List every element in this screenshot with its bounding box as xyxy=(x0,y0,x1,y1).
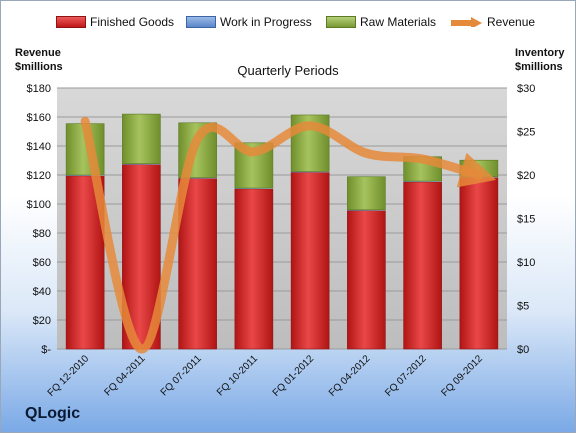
bar-work-in-progress xyxy=(291,171,330,173)
chart-legend: Finished Goods Work in Progress Raw Mate… xyxy=(1,15,575,33)
legend-label-raw-materials: Raw Materials xyxy=(360,15,437,29)
left-tick-label: $160 xyxy=(27,112,51,124)
legend-label-finished-goods: Finished Goods xyxy=(90,15,175,29)
bar-work-in-progress xyxy=(178,177,217,179)
left-tick-label: $20 xyxy=(33,315,51,327)
bar-finished-goods xyxy=(459,177,499,350)
left-axis-title-line1: Revenue xyxy=(15,47,61,59)
left-tick-label: $- xyxy=(41,344,51,356)
right-tick-label: $5 xyxy=(517,301,529,313)
legend-swatch-revenue xyxy=(451,17,482,27)
left-axis-title-line2: $millions xyxy=(15,61,63,73)
right-tick-label: $15 xyxy=(517,214,535,226)
company-logo-text: QLogic xyxy=(25,405,81,422)
bar-work-in-progress xyxy=(66,175,105,176)
category-label: FQ 01-2012 xyxy=(271,353,317,399)
left-tick-label: $120 xyxy=(27,170,51,182)
category-label: FQ 09-2012 xyxy=(439,353,485,399)
right-axis-title-line2: $millions xyxy=(515,61,563,73)
left-tick-label: $180 xyxy=(27,83,51,95)
left-tick-label: $60 xyxy=(33,257,51,269)
left-axis-title: Revenue $millions xyxy=(15,46,63,74)
bar-raw-materials xyxy=(347,176,386,211)
bar-work-in-progress xyxy=(347,209,386,211)
right-tick-label: $0 xyxy=(517,344,529,356)
right-tick-label: $20 xyxy=(517,170,535,182)
bar-work-in-progress xyxy=(234,188,273,189)
legend-label-work-in-progress: Work in Progress xyxy=(220,15,312,29)
left-tick-label: $80 xyxy=(33,228,51,240)
category-label: FQ 07-2011 xyxy=(159,353,204,398)
legend-swatch-raw-materials xyxy=(326,16,356,28)
legend-item-raw-materials: Raw Materials xyxy=(326,15,436,29)
legend-swatch-work-in-progress xyxy=(186,16,216,28)
right-tick-label: $30 xyxy=(517,83,535,95)
legend-item-work-in-progress: Work in Progress xyxy=(186,15,312,29)
chart-title: Quarterly Periods xyxy=(237,63,339,78)
legend-item-finished-goods: Finished Goods xyxy=(56,15,174,29)
category-label: FQ 12-2010 xyxy=(46,353,92,399)
category-label: FQ 10-2011 xyxy=(215,353,260,398)
left-tick-label: $40 xyxy=(33,286,51,298)
bar-raw-materials xyxy=(122,113,161,164)
legend-label-revenue: Revenue xyxy=(487,15,536,29)
bar-work-in-progress xyxy=(403,181,442,182)
category-label: FQ 07-2012 xyxy=(383,353,429,399)
bar-finished-goods xyxy=(178,178,217,350)
right-tick-label: $10 xyxy=(517,257,535,269)
right-axis-title-line1: Inventory xyxy=(515,47,565,59)
legend-swatch-finished-goods xyxy=(56,16,86,28)
category-label: FQ 04-2011 xyxy=(103,353,148,398)
bar-finished-goods xyxy=(403,181,442,350)
right-axis-title: Inventory $millions xyxy=(515,46,565,74)
bar-work-in-progress xyxy=(122,163,161,165)
bar-finished-goods xyxy=(347,210,386,350)
category-label: FQ 04-2012 xyxy=(327,353,373,399)
left-tick-label: $100 xyxy=(27,199,51,211)
revenue-line xyxy=(80,116,497,354)
right-tick-label: $25 xyxy=(517,127,535,139)
bar-finished-goods xyxy=(290,172,330,350)
bar-finished-goods xyxy=(234,188,274,350)
legend-item-revenue: Revenue xyxy=(449,15,535,29)
left-tick-label: $140 xyxy=(27,141,51,153)
